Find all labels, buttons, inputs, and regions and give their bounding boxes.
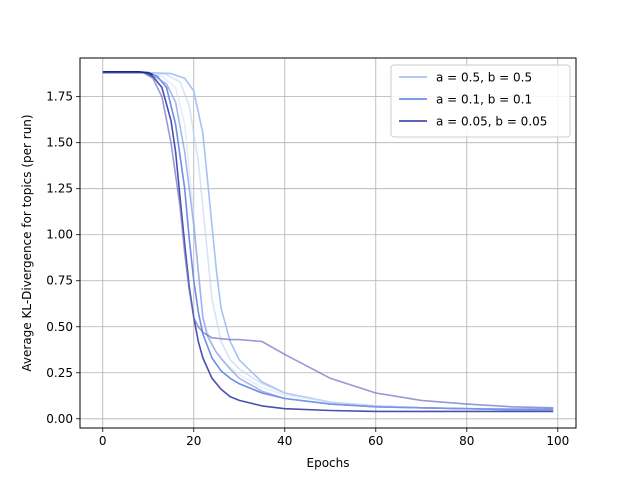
series-layer xyxy=(102,71,554,413)
y-tick-label: 1.00 xyxy=(46,228,73,242)
legend-label: a = 0.5, b = 0.5 xyxy=(436,71,532,85)
plot-frame xyxy=(79,57,577,429)
series-line-5 xyxy=(102,71,554,411)
x-tick-label: 20 xyxy=(186,434,201,448)
x-tick-label: 60 xyxy=(368,434,383,448)
y-tick-label: 1.50 xyxy=(46,136,73,150)
legend-frame xyxy=(390,64,571,138)
legend-label: a = 0.1, b = 0.1 xyxy=(436,93,532,107)
y-tick-label: 0.00 xyxy=(46,412,73,426)
x-tick-label: 0 xyxy=(99,434,107,448)
y-tick-label: 0.25 xyxy=(46,366,73,380)
y-tick-label: 0.50 xyxy=(46,320,73,334)
series-line-6 xyxy=(102,71,554,413)
y-tick-label: 1.75 xyxy=(46,90,73,104)
y-tick-label: 0.75 xyxy=(46,274,73,288)
series-line-7 xyxy=(102,71,554,409)
x-tick-label: 80 xyxy=(459,434,474,448)
legend-label: a = 0.05, b = 0.05 xyxy=(436,115,547,129)
x-tick-label: 100 xyxy=(546,434,569,448)
x-tick-label: 40 xyxy=(277,434,292,448)
tick-layer: 0 20 40 60 80 100 0.00 0.25 0.50 0.75 1.00 1.25 1.50… xyxy=(46,90,569,448)
series-line-8 xyxy=(102,71,154,76)
y-tick-label: 1.25 xyxy=(46,182,73,196)
x-axis-label: Epochs xyxy=(307,456,350,470)
legend: a = 0.5, b = 0.5 a = 0.1, b = 0.1 a = 0.05… xyxy=(390,64,571,138)
grid-layer xyxy=(80,58,576,428)
y-axis-label: Average KL-Divergence for topics (per ru… xyxy=(20,114,34,371)
